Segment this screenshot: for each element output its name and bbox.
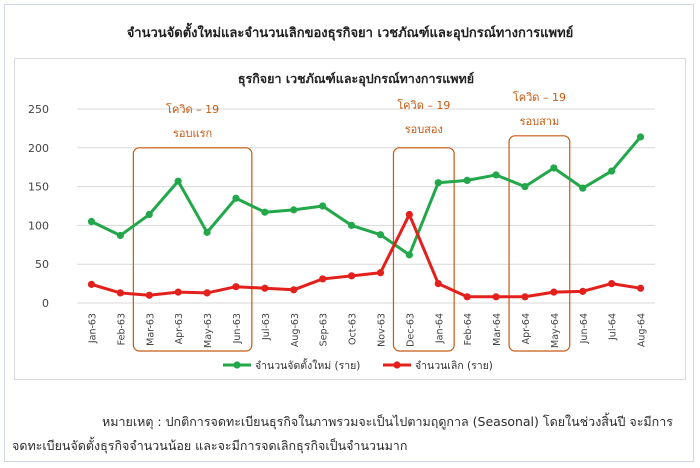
x-tick-label: Jan-64: [434, 313, 445, 344]
data-point: [405, 251, 413, 259]
covid-wave-label: รอบแรก: [173, 127, 212, 140]
x-tick-label: Jan-63: [87, 313, 98, 344]
chart-container: ธุรกิจยา เวชภัณฑ์และอุปกรณ์ทางการแพทย์ 0 5…: [14, 58, 686, 380]
y-tick-label: 0: [42, 297, 49, 310]
data-point: [579, 184, 587, 192]
data-point: [116, 231, 124, 240]
data-point: [636, 284, 645, 292]
legend-marker: [393, 361, 401, 369]
x-tick-label: Jun-64: [579, 313, 590, 344]
data-point: [87, 280, 96, 288]
data-point: [319, 275, 327, 283]
legend-marker: [233, 361, 241, 369]
data-point: [492, 171, 500, 179]
series-line-1: [90, 135, 642, 257]
x-tick-label: May-63: [203, 313, 214, 348]
x-tick-label: Jul-64: [608, 313, 619, 341]
footnote-line-1: หมายเหตุ : ปกติการจดทะเบียนธุรกิจในภาพรว…: [102, 414, 673, 429]
data-point: [347, 272, 356, 280]
chart-title: ธุรกิจยา เวชภัณฑ์และอุปกรณ์ทางการแพทย์: [238, 71, 474, 87]
data-point: [145, 210, 153, 219]
covid-period-box: [508, 135, 571, 352]
x-tick-label: Aug-63: [290, 313, 301, 347]
x-tick-label: Feb-63: [116, 313, 127, 345]
data-point: [636, 133, 645, 141]
data-point: [405, 210, 413, 219]
data-point: [608, 280, 616, 288]
data-point: [290, 286, 298, 294]
x-tick-label: Aug-64: [637, 313, 648, 347]
data-point: [290, 206, 298, 214]
data-point: [319, 202, 327, 210]
x-tick-label: Mar-63: [145, 313, 156, 346]
data-point: [232, 194, 240, 202]
covid-wave-label: รอบสาม: [520, 115, 560, 128]
data-point: [203, 289, 211, 297]
footnote: หมายเหตุ : ปกติการจดทะเบียนธุรกิจในภาพรว…: [12, 410, 688, 458]
y-tick-label: 100: [28, 219, 49, 232]
x-tick-label: Jun-63: [232, 313, 243, 344]
data-point: [376, 269, 385, 277]
legend-label: จำนวนจัดตั้งใหม่ (ราย): [255, 358, 360, 372]
figure-title: จำนวนจัดตั้งใหม่และจำนวนเลิกของธุรกิจยา …: [126, 26, 574, 41]
data-point: [261, 208, 269, 216]
legend-label: จำนวนเลิก (ราย): [415, 360, 493, 372]
data-point: [174, 177, 182, 185]
data-point: [145, 291, 153, 299]
y-tick-label: 50: [35, 258, 49, 271]
data-point: [347, 221, 356, 229]
covid-label: โควิด – 19: [166, 102, 219, 116]
data-point: [492, 293, 500, 301]
data-point: [608, 167, 616, 175]
x-tick-label: Sep-63: [319, 313, 330, 346]
y-tick-label: 150: [28, 181, 49, 194]
covid-label: โควิด – 19: [397, 98, 450, 112]
x-tick-label: Jul-63: [261, 313, 272, 341]
x-tick-label: Apr-63: [174, 313, 185, 344]
data-point: [434, 280, 442, 288]
data-point: [376, 231, 385, 239]
data-point: [550, 164, 558, 172]
data-point: [521, 293, 529, 301]
data-point: [261, 284, 269, 292]
data-point: [203, 228, 211, 236]
data-point: [463, 176, 471, 184]
x-tick-label: Nov-63: [376, 313, 387, 347]
data-point: [232, 283, 240, 291]
covid-wave-label: รอบสอง: [405, 123, 443, 136]
covid-period-box: [132, 147, 253, 352]
data-point: [87, 217, 96, 226]
data-point: [579, 287, 587, 295]
footnote-line-2: จดทะเบียนจัดตั้งธุรกิจจำนวนน้อย และจะมีก…: [12, 438, 408, 453]
x-tick-label: Apr-64: [521, 313, 532, 344]
data-point: [463, 293, 471, 301]
x-tick-label: Dec-63: [405, 313, 416, 347]
data-point: [550, 288, 558, 296]
x-tick-label: Feb-64: [463, 313, 474, 345]
line-chart: ธุรกิจยา เวชภัณฑ์และอุปกรณ์ทางการแพทย์ 0 5…: [28, 71, 655, 372]
data-point: [434, 179, 442, 187]
x-tick-label: Mar-64: [492, 313, 503, 346]
x-tick-label: Oct-63: [348, 313, 359, 345]
data-point: [116, 289, 124, 297]
data-point: [174, 288, 182, 296]
covid-label: โควิด – 19: [513, 90, 566, 104]
y-tick-label: 200: [28, 142, 49, 155]
data-point: [521, 183, 529, 191]
series-line-2: [91, 213, 641, 299]
y-tick-label: 250: [28, 103, 49, 116]
x-tick-label: May-64: [550, 313, 561, 348]
